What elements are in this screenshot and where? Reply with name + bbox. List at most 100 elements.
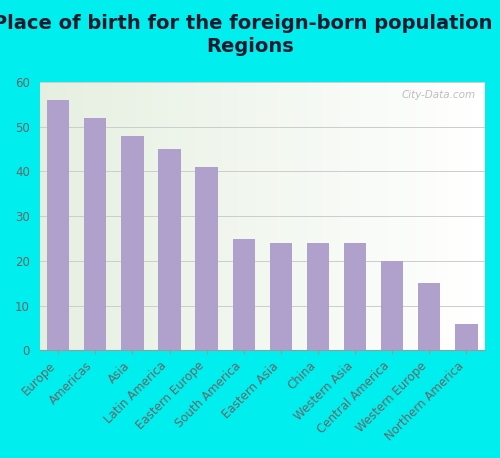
Bar	[414, 82, 416, 350]
Bar	[200, 82, 202, 350]
Bar	[483, 82, 485, 350]
Bar	[422, 82, 425, 350]
Bar	[264, 82, 267, 350]
Bar	[340, 82, 342, 350]
Bar	[226, 82, 229, 350]
Bar	[256, 82, 258, 350]
Bar	[378, 82, 380, 350]
Bar	[472, 82, 474, 350]
Bar	[118, 82, 120, 350]
Bar	[342, 82, 344, 350]
Bar	[116, 82, 117, 350]
Bar	[173, 82, 176, 350]
Bar	[480, 82, 483, 350]
Bar	[214, 82, 216, 350]
Bar	[410, 82, 412, 350]
Bar	[374, 82, 376, 350]
Bar	[344, 243, 366, 350]
Bar	[456, 324, 477, 350]
Bar	[336, 82, 338, 350]
Bar	[88, 82, 91, 350]
Bar	[133, 82, 136, 350]
Bar	[400, 82, 402, 350]
Bar	[367, 82, 369, 350]
Bar	[42, 82, 44, 350]
Bar	[136, 82, 138, 350]
Bar	[151, 82, 153, 350]
Bar	[55, 82, 58, 350]
Bar	[138, 82, 140, 350]
Bar	[430, 82, 432, 350]
Bar	[120, 82, 122, 350]
Bar	[158, 149, 180, 350]
Bar	[209, 82, 211, 350]
Bar	[474, 82, 476, 350]
Bar	[380, 82, 382, 350]
Bar	[291, 82, 294, 350]
Bar	[389, 82, 392, 350]
Bar	[274, 82, 276, 350]
Bar	[412, 82, 414, 350]
Bar	[206, 82, 209, 350]
Bar	[358, 82, 360, 350]
Bar	[349, 82, 352, 350]
Bar	[231, 82, 234, 350]
Bar	[298, 82, 300, 350]
Bar	[387, 82, 389, 350]
Text: Place of birth for the foreign-born population -
Regions: Place of birth for the foreign-born popu…	[0, 14, 500, 56]
Bar	[100, 82, 102, 350]
Bar	[86, 82, 88, 350]
Bar	[447, 82, 450, 350]
Bar	[142, 82, 144, 350]
Bar	[276, 82, 278, 350]
Bar	[166, 82, 169, 350]
Bar	[242, 82, 244, 350]
Bar	[251, 82, 254, 350]
Bar	[182, 82, 184, 350]
Bar	[64, 82, 66, 350]
Bar	[309, 82, 312, 350]
Bar	[184, 82, 186, 350]
Bar	[462, 82, 465, 350]
Bar	[84, 118, 106, 350]
Bar	[218, 82, 220, 350]
Bar	[362, 82, 364, 350]
Bar	[402, 82, 405, 350]
Bar	[271, 82, 274, 350]
Bar	[62, 82, 64, 350]
Bar	[352, 82, 354, 350]
Bar	[322, 82, 324, 350]
Bar	[108, 82, 111, 350]
Bar	[392, 82, 394, 350]
Bar	[162, 82, 164, 350]
Bar	[75, 82, 78, 350]
Bar	[394, 82, 396, 350]
Bar	[80, 82, 82, 350]
Bar	[307, 82, 309, 350]
Bar	[244, 82, 246, 350]
Bar	[282, 82, 284, 350]
Bar	[254, 82, 256, 350]
Bar	[398, 82, 400, 350]
Bar	[249, 82, 251, 350]
Bar	[324, 82, 327, 350]
Bar	[196, 167, 218, 350]
Bar	[128, 82, 131, 350]
Bar	[294, 82, 296, 350]
Bar	[452, 82, 454, 350]
Bar	[327, 82, 329, 350]
Bar	[180, 82, 182, 350]
Bar	[300, 82, 302, 350]
Bar	[302, 82, 304, 350]
Bar	[304, 82, 307, 350]
Bar	[329, 82, 332, 350]
Bar	[458, 82, 460, 350]
Bar	[450, 82, 452, 350]
Bar	[98, 82, 100, 350]
Bar	[470, 82, 472, 350]
Bar	[73, 82, 75, 350]
Bar	[396, 82, 398, 350]
Bar	[332, 82, 334, 350]
Bar	[111, 82, 113, 350]
Bar	[427, 82, 430, 350]
